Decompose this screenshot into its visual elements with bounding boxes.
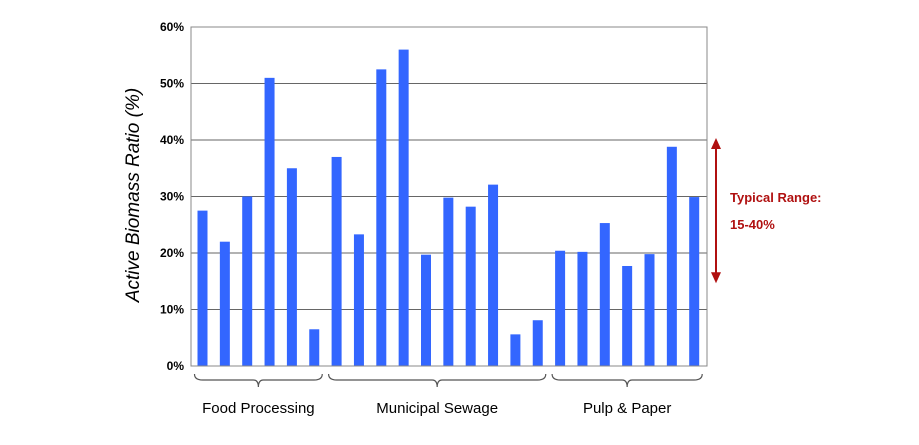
range-label-title: Typical Range: [730,190,822,205]
bar [532,320,543,366]
bar [599,223,610,366]
bar [689,197,700,366]
bar [331,156,342,366]
bar [555,250,566,366]
bar [465,206,476,366]
y-axis-tick-labels: 0% 10% 20% 30% 40% 50% 60% [160,20,184,373]
y-tick-label: 20% [160,246,184,260]
range-arrow-head-top [711,138,721,149]
bar [197,210,208,366]
bar [421,254,431,366]
y-tick-label: 50% [160,77,184,91]
group-labels: Food Processing Municipal Sewage Pulp & Pa… [202,400,671,417]
plot-area-frame [190,26,708,367]
y-axis-title: Active Biomass Ratio (%) [123,88,144,303]
y-tick-label: 60% [160,20,184,34]
bar [488,184,499,366]
group-brace [193,373,323,388]
group-label: Municipal Sewage [376,400,498,417]
group-braces [193,373,703,388]
bar [219,241,230,366]
bar [353,234,364,366]
y-tick-label: 10% [160,303,184,317]
bar [622,265,633,366]
y-tick-label: 40% [160,133,184,147]
bar [443,197,454,366]
bar [264,77,275,366]
bar [510,334,521,366]
typical-range-annotation: Typical Range: 15-40% [711,138,822,284]
range-label-value: 15-40% [730,217,775,232]
group-label: Food Processing [202,400,315,417]
y-tick-label: 0% [167,359,185,373]
range-arrow-head-bottom [711,272,721,284]
group-label: Pulp & Paper [583,400,671,417]
y-tick-label: 30% [160,190,184,204]
bar [577,251,588,366]
bar [644,254,655,366]
bars [197,49,700,366]
bar [666,146,677,366]
group-brace [328,373,547,388]
bar [309,329,320,366]
bar [242,196,253,366]
bar [398,49,409,366]
group-brace [551,373,703,388]
bar [286,168,297,366]
bar [376,69,387,366]
